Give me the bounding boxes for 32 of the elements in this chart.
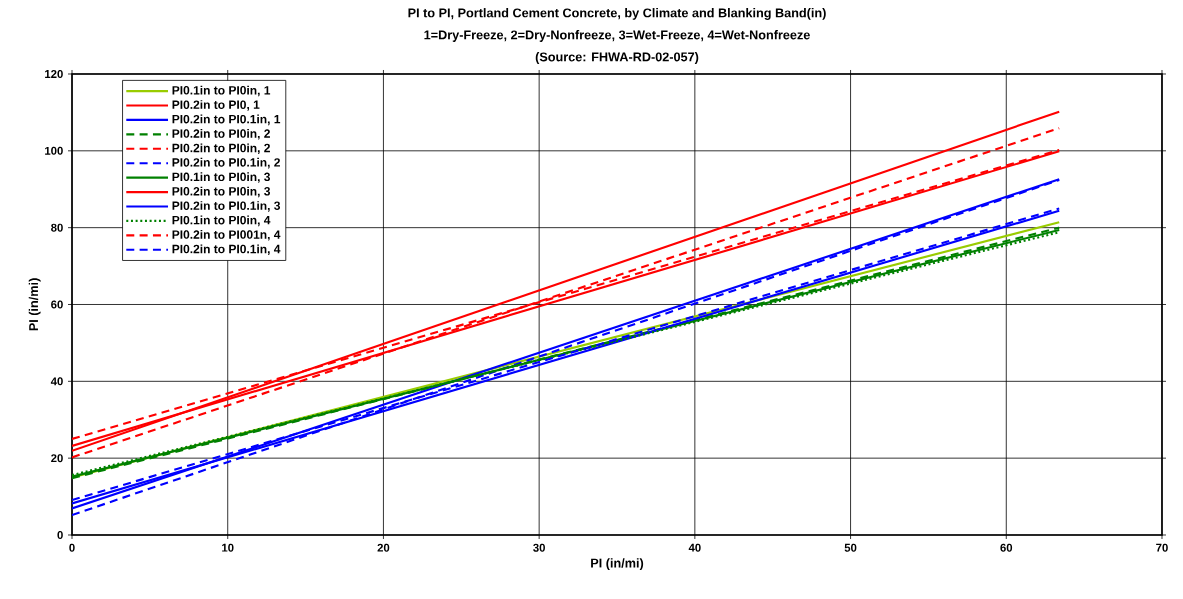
x-tick-label: 40 bbox=[688, 543, 701, 552]
y-tick-label: 60 bbox=[51, 300, 63, 309]
legend-label: PI0.2in to PI0, 1 bbox=[172, 100, 260, 111]
legend-label: PI0.1in to PI0in, 4 bbox=[172, 215, 271, 227]
legend-label: PI0.2in to PI0in, 3 bbox=[172, 186, 271, 198]
legend-label: PI0.1in to PI0in, 3 bbox=[172, 172, 271, 183]
legend-label: PI0.2in to PI0.1in, 1 bbox=[172, 114, 281, 126]
y-axis-title: PI (in/mi) bbox=[28, 278, 41, 331]
x-tick-label: 30 bbox=[533, 543, 545, 552]
legend-label: PI0.2in to PI001n, 4 bbox=[172, 230, 281, 241]
x-tick-label: 70 bbox=[1156, 543, 1168, 552]
y-tick-label: 40 bbox=[50, 377, 63, 386]
text: (Source: FHWA-RD-02-057) bbox=[535, 52, 699, 64]
x-tick-label: 0 bbox=[69, 543, 75, 552]
legend-label: PI0.2in to PI0.1in, 4 bbox=[172, 244, 281, 255]
legend-label: PI0.2in to PI0.1in, 3 bbox=[172, 201, 281, 212]
chart-title: PI to PI, Portland Cement Concrete, by Climate and Blanking Band(in) bbox=[408, 8, 826, 20]
y-tick-label: 120 bbox=[45, 69, 63, 78]
y-tick-label: 100 bbox=[45, 146, 63, 155]
y-tick-label: 80 bbox=[51, 223, 63, 232]
legend-label: PI0.2in to PI0.1in, 2 bbox=[172, 157, 280, 169]
x-tick-label: 10 bbox=[222, 543, 234, 552]
x-tick-label: 20 bbox=[377, 543, 390, 552]
y-tick-label: 20 bbox=[51, 454, 63, 463]
legend-label: PI0.1in to PI0in, 1 bbox=[172, 85, 271, 97]
chart-subtitle: 1=Dry-Freeze, 2=Dry-Nonfreeze, 3=Wet-Freeze, 4=Wet-Nonfreeze bbox=[424, 30, 810, 42]
x-tick-label: 50 bbox=[844, 543, 857, 552]
legend-label: PI0.2in to PI0in, 2 bbox=[172, 143, 270, 154]
x-tick-label: 60 bbox=[1000, 543, 1013, 552]
legend-label: PI0.2in to PI0in, 2 bbox=[172, 129, 270, 140]
y-tick-label: 0 bbox=[57, 530, 63, 539]
x-axis-title: PI (in/mi) bbox=[591, 558, 644, 571]
